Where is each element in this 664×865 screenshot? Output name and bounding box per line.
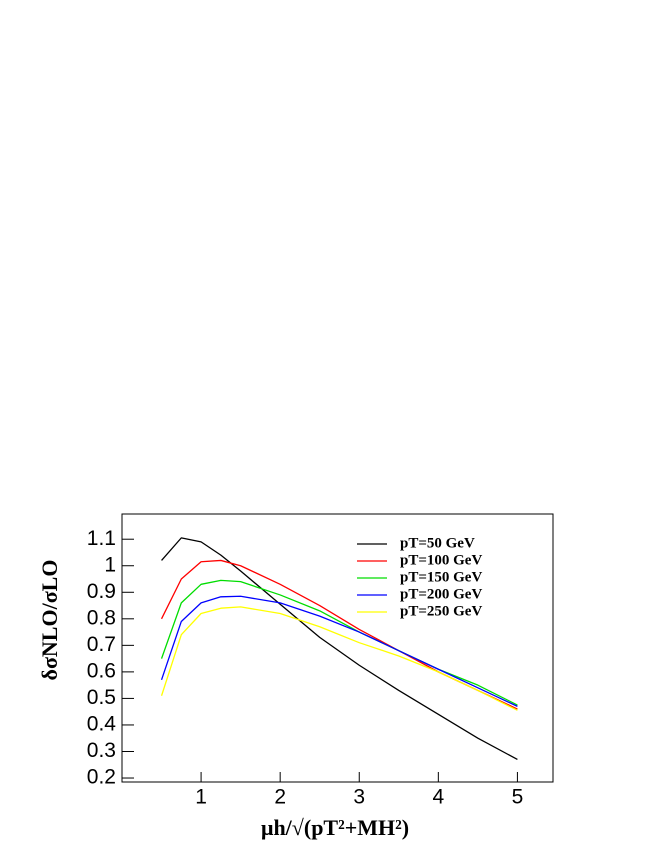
series-line: [160, 606, 518, 711]
legend-label: pT=200 GeV: [400, 586, 482, 602]
y-tick-label: 1: [104, 553, 116, 576]
y-tick-label: 0.8: [87, 606, 116, 629]
x-axis-label: μh/√(pT²+MH²): [261, 815, 409, 840]
legend-label: pT=150 GeV: [400, 569, 482, 585]
series-line: [160, 595, 518, 707]
x-tick-label: 5: [512, 786, 524, 809]
legend-label: pT=50 GeV: [400, 535, 475, 551]
y-tick-label: 1.1: [87, 527, 116, 550]
y-tick-label: 0.3: [87, 739, 116, 762]
x-tick-label: 3: [353, 786, 365, 809]
x-tick-label: 4: [432, 786, 444, 809]
y-tick-label: 0.9: [87, 580, 116, 603]
x-tick-label: 2: [274, 786, 286, 809]
y-tick-label: 0.7: [87, 633, 116, 656]
x-tick-label: 1: [195, 786, 207, 809]
y-tick-label: 0.6: [87, 659, 116, 682]
y-axis-label: δσNLO/σLO: [37, 560, 62, 681]
y-tick-label: 0.2: [87, 766, 116, 789]
y-tick-label: 0.4: [87, 712, 117, 735]
legend-label: pT=250 GeV: [400, 603, 482, 619]
y-tick-label: 0.5: [87, 686, 116, 709]
plot-frame: [121, 513, 554, 783]
legend-label: pT=100 GeV: [400, 552, 482, 568]
